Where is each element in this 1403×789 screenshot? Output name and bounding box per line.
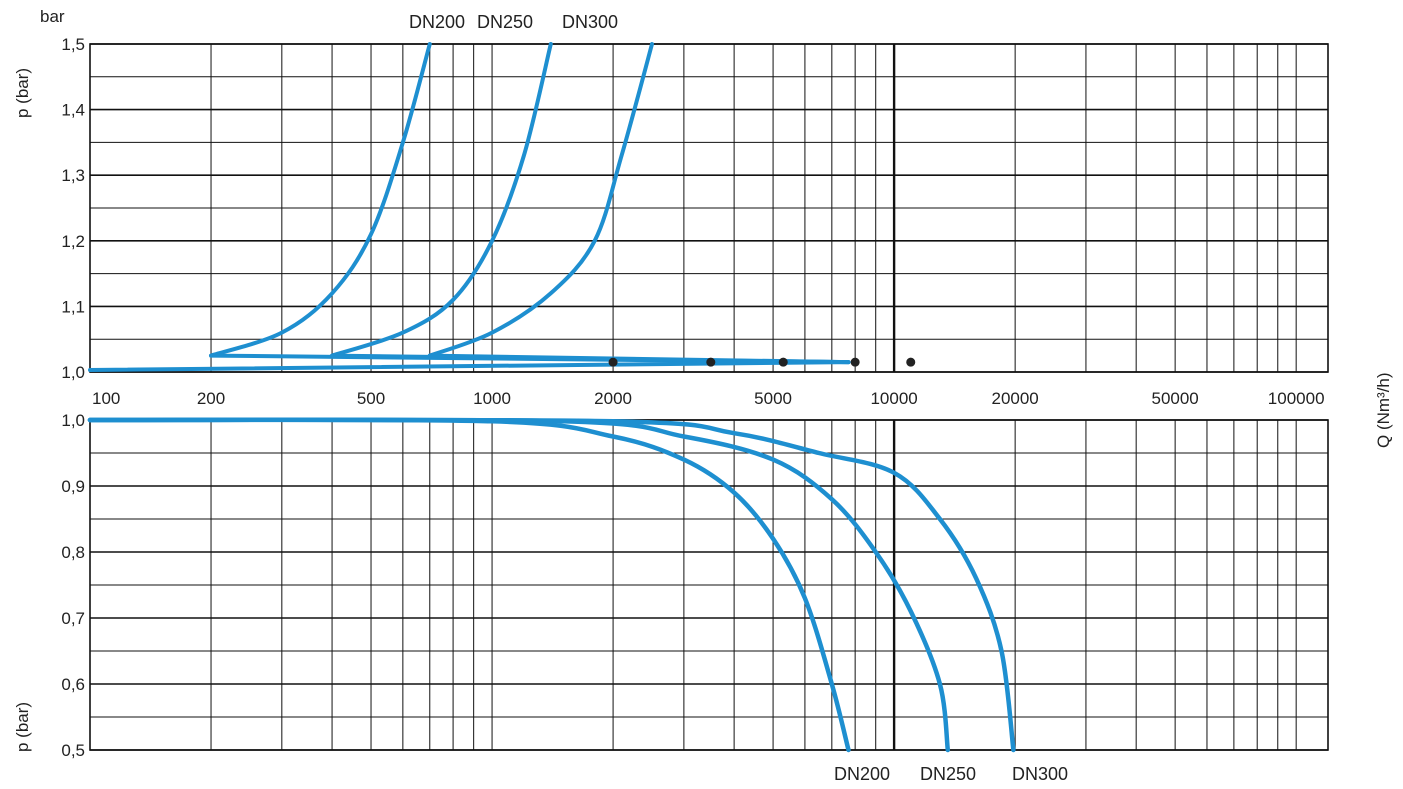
lower-y-tick-label: 0,8 xyxy=(61,543,85,562)
upper-y-tick-label: 1,5 xyxy=(61,35,85,54)
upper-baseline-line xyxy=(88,360,851,373)
curve-layer xyxy=(87,42,1016,753)
lower-y-tick-label: 0,6 xyxy=(61,675,85,694)
label-layer: bar p (bar) p (bar) Q (Nm³/h) 1,0 1,1 1,2 1… xyxy=(13,7,1393,784)
upper-series-label: DN200 xyxy=(409,12,465,32)
x-tick-label: 5000 xyxy=(754,389,792,408)
upper-y-tick-label: 1,4 xyxy=(61,101,85,120)
upper-series-label: DN250 xyxy=(477,12,533,32)
lower-series-label: DN300 xyxy=(1012,764,1068,784)
x-tick-label: 100000 xyxy=(1268,389,1325,408)
x-tick-label: 2000 xyxy=(594,389,632,408)
upper-y-axis-title: p (bar) xyxy=(13,68,32,118)
upper-y-tick-label: 1,3 xyxy=(61,166,85,185)
upper-series-label: DN300 xyxy=(562,12,618,32)
x-tick-label: 50000 xyxy=(1151,389,1198,408)
x-tick-label: 1000 xyxy=(473,389,511,408)
lower-series-label: DN200 xyxy=(834,764,890,784)
marker-layer xyxy=(608,357,916,367)
upper-marker-point xyxy=(706,357,716,367)
upper-curve-dn250 xyxy=(330,42,553,358)
lower-y-tick-label: 1,0 xyxy=(61,411,85,430)
upper-curve-dn200 xyxy=(209,42,432,358)
lower-series-label: DN250 xyxy=(920,764,976,784)
upper-y-tick-label: 1,2 xyxy=(61,232,85,251)
upper-curve-dn300 xyxy=(427,42,654,358)
x-tick-label: 500 xyxy=(357,389,385,408)
lower-y-tick-label: 0,5 xyxy=(61,741,85,760)
x-tick-label: 200 xyxy=(197,389,225,408)
lower-curve-dn300 xyxy=(87,417,1016,753)
grid-layer xyxy=(89,43,1329,751)
x-axis-title: Q (Nm³/h) xyxy=(1374,372,1393,448)
lower-y-tick-label: 0,9 xyxy=(61,477,85,496)
x-tick-label: 20000 xyxy=(991,389,1038,408)
upper-y-tick-label: 1,1 xyxy=(61,297,85,316)
lower-y-axis-title: p (bar) xyxy=(13,702,32,752)
upper-marker-point xyxy=(778,357,788,367)
upper-marker-point xyxy=(608,357,618,367)
upper-unit-label: bar xyxy=(40,7,65,26)
upper-y-tick-label: 1,0 xyxy=(61,363,85,382)
upper-marker-point xyxy=(906,357,916,367)
x-tick-label: 10000 xyxy=(870,389,917,408)
upper-marker-point xyxy=(850,357,860,367)
x-tick-label: 100 xyxy=(92,389,120,408)
lower-y-tick-label: 0,7 xyxy=(61,609,85,628)
